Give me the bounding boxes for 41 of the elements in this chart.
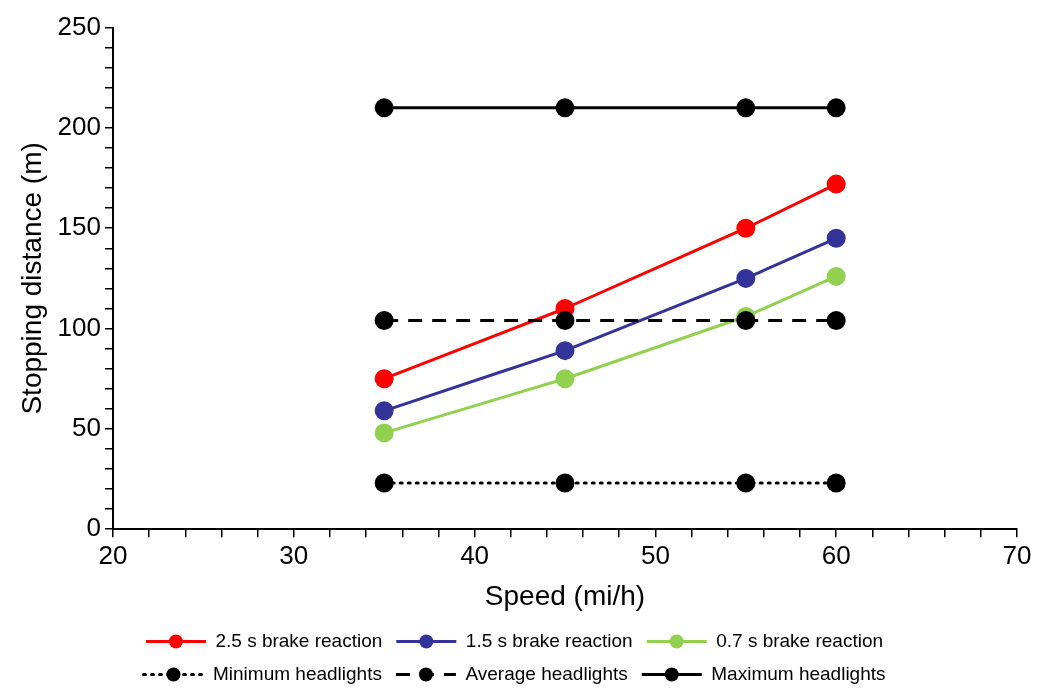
x-tick-label: 30: [279, 539, 309, 570]
legend-label: Average headlights: [465, 662, 628, 684]
point: [555, 311, 575, 331]
x-tick-label: 60: [821, 539, 851, 570]
x-tick-label: 40: [460, 539, 490, 570]
y-tick-label: 0: [86, 512, 101, 543]
point: [374, 98, 394, 118]
legend-label: Maximum headlights: [711, 662, 886, 684]
y-tick-label: 150: [57, 211, 101, 242]
legend-label: 1.5 s brake reaction: [465, 629, 633, 651]
y-tick-label: 100: [57, 311, 101, 342]
point: [736, 98, 756, 118]
legend-label: 0.7 s brake reaction: [716, 629, 884, 651]
y-tick-label: 250: [57, 10, 101, 41]
point: [736, 268, 756, 288]
point: [374, 401, 394, 421]
y-tick-label: 50: [72, 412, 101, 443]
point: [826, 228, 846, 248]
legend-label: Minimum headlights: [212, 662, 382, 684]
point: [374, 311, 394, 331]
point: [555, 369, 575, 389]
point: [826, 98, 846, 118]
point: [374, 473, 394, 493]
y-tick-label: 200: [57, 111, 101, 142]
y-axis-title: Stopping distance (m): [15, 142, 47, 415]
x-axis-title: Speed (mi/h): [484, 579, 646, 611]
point: [736, 218, 756, 238]
point: [826, 174, 846, 194]
point: [736, 473, 756, 493]
point: [555, 341, 575, 361]
point: [555, 98, 575, 118]
point: [374, 423, 394, 443]
point: [374, 369, 394, 389]
point: [826, 266, 846, 286]
point: [555, 473, 575, 493]
legend-label: 2.5 s brake reaction: [215, 629, 383, 651]
x-tick-label: 20: [98, 539, 128, 570]
x-tick-label: 70: [1002, 539, 1032, 570]
point: [826, 473, 846, 493]
point: [826, 311, 846, 331]
x-tick-label: 50: [640, 539, 670, 570]
